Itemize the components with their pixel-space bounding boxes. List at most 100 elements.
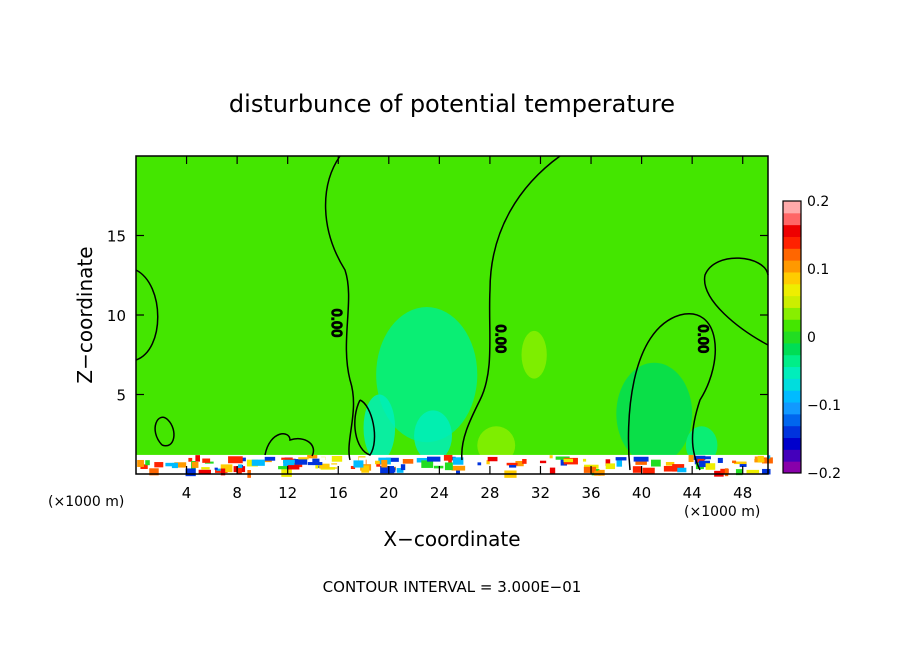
- colorbar-swatch: [783, 390, 801, 403]
- surface-anomaly-cell: [281, 469, 292, 477]
- colorbar-swatch: [783, 283, 801, 297]
- surface-anomaly-cell: [583, 466, 597, 473]
- x-axis: 4 8 12 16 20 24 28 32 36 40 44 48: [182, 156, 752, 502]
- surface-anomaly-cell: [615, 457, 627, 461]
- colorbar-tick-label: −0.2: [807, 466, 841, 482]
- surface-anomaly-cell: [443, 454, 453, 461]
- surface-anomaly-cell: [506, 462, 518, 466]
- surface-anomaly-cell: [677, 467, 687, 473]
- surface-anomaly-cell: [185, 468, 196, 477]
- surface-anomaly-cell: [165, 462, 178, 467]
- surface-anomaly-cell: [202, 458, 211, 463]
- x-unit-label-right: (×1000 m): [684, 504, 760, 520]
- colorbar-tick-label: 0: [807, 330, 816, 346]
- colorbar-swatch: [783, 449, 801, 462]
- surface-anomaly-cell: [400, 464, 406, 471]
- colorbar-swatch: [783, 437, 801, 450]
- colorbar-tick-label: 0.2: [807, 194, 829, 210]
- contour-label: 0.00: [492, 324, 507, 353]
- x-tick-label: 12: [278, 484, 297, 502]
- surface-anomaly-cell: [555, 456, 570, 460]
- surface-anomaly-cell: [195, 455, 200, 462]
- surface-anomaly-cell: [396, 468, 404, 473]
- surface-anomaly-cell: [522, 458, 527, 464]
- surface-anomaly-cell: [605, 459, 611, 466]
- surface-anomaly-cell: [307, 462, 323, 466]
- surface-anomaly-cell: [705, 463, 716, 470]
- surface-anomaly-cell: [237, 468, 242, 475]
- colorbar-swatch: [783, 271, 801, 285]
- surface-anomaly-cell: [539, 460, 547, 464]
- contour-line: [461, 155, 561, 461]
- surface-anomaly-cell: [651, 459, 661, 467]
- surface-anomaly-cell: [228, 456, 243, 464]
- contour-interval-note: CONTOUR INTERVAL = 3.000E−01: [323, 578, 582, 596]
- field-anomaly-region: [363, 394, 396, 462]
- chart-title: disturbunce of potential temperature: [229, 90, 675, 118]
- contour-line: [627, 313, 717, 471]
- surface-anomaly-cell: [452, 457, 464, 465]
- surface-anomaly-cell: [487, 456, 498, 462]
- surface-anomaly-cell: [262, 459, 272, 463]
- surface-anomaly-cell: [739, 461, 747, 467]
- contour-line: [135, 269, 159, 361]
- surface-anomaly-cell: [174, 462, 187, 468]
- surface-anomaly-cell: [315, 462, 319, 469]
- surface-anomaly-cell: [350, 465, 356, 470]
- field-anomaly-region: [521, 330, 547, 379]
- surface-anomaly-cell: [632, 466, 642, 473]
- surface-anomaly-cell: [361, 465, 370, 473]
- surface-anomaly-cell: [598, 469, 605, 476]
- surface-anomaly-cell: [427, 456, 441, 462]
- x-unit-label-left: (×1000 m): [48, 494, 124, 510]
- contour-line: [264, 433, 315, 457]
- surface-anomaly-cell: [376, 463, 381, 467]
- surface-anomaly-cell: [735, 469, 743, 476]
- surface-anomaly-cell: [665, 461, 675, 466]
- surface-anomaly-cell: [145, 460, 150, 466]
- surface-anomaly-cell: [198, 469, 211, 475]
- surface-anomaly-cell: [746, 469, 760, 474]
- surface-anomaly-cell: [214, 467, 218, 470]
- surface-anomaly-cell: [549, 455, 553, 459]
- surface-anomaly-cell: [663, 465, 676, 472]
- y-axis-label: Z−coordinate: [73, 246, 97, 383]
- surface-anomaly-cell: [509, 465, 517, 468]
- y-tick-label: 5: [116, 387, 126, 405]
- surface-anomaly-cell: [456, 469, 460, 475]
- surface-anomaly-cell: [469, 456, 478, 465]
- x-tick-label: 8: [232, 484, 242, 502]
- colorbar-tick-label: 0.1: [807, 262, 829, 278]
- surface-anomaly-cell: [251, 459, 265, 466]
- surface-anomaly-cell: [238, 464, 243, 469]
- colorbar-swatch: [783, 402, 801, 415]
- surface-anomaly-cell: [698, 460, 710, 468]
- surface-anomaly-cell: [281, 457, 295, 460]
- colorbar-swatch: [783, 212, 801, 226]
- surface-anomaly-cell: [724, 468, 729, 477]
- colorbar-swatch: [783, 224, 801, 237]
- colorbar-swatch: [783, 425, 801, 439]
- surface-anomaly-cell: [635, 459, 647, 465]
- colorbar-swatch: [783, 461, 801, 474]
- surface-anomaly-cell: [298, 457, 309, 460]
- surface-anomaly-cell: [762, 468, 771, 475]
- x-tick-label: 36: [581, 484, 600, 502]
- plot-area: [136, 156, 773, 478]
- surface-anomaly-cell: [324, 464, 340, 468]
- colorbar-swatch: [783, 236, 801, 249]
- surface-anomaly-cell: [154, 462, 164, 468]
- colorbar-swatch: [783, 201, 801, 214]
- surface-anomaly-cell: [605, 463, 616, 470]
- surface-anomaly-cell: [320, 457, 326, 461]
- surface-anomaly-cell: [717, 457, 723, 463]
- x-tick-label: 48: [733, 484, 752, 502]
- x-tick-label: 20: [379, 484, 398, 502]
- surface-anomaly-cell: [642, 467, 655, 474]
- x-tick-label: 40: [632, 484, 651, 502]
- surface-anomaly-cell: [754, 456, 758, 463]
- contour-label: 0.00: [694, 324, 709, 353]
- surface-anomaly-cell: [549, 467, 556, 474]
- surface-anomaly-cell: [137, 459, 144, 467]
- surface-anomaly-cell: [385, 457, 399, 462]
